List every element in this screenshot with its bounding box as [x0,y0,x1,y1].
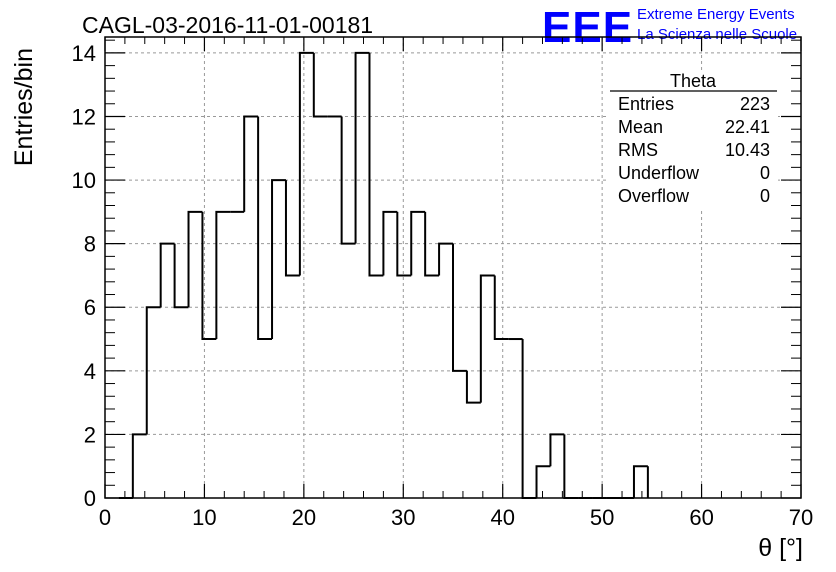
histogram-bin [535,465,551,498]
histogram-bin [298,51,314,276]
eee-logo-line2: La Scienza nelle Scuole [637,26,797,43]
histogram-bin [521,339,537,499]
stats-row-label: RMS [618,140,658,160]
histogram-bin [452,243,467,372]
y-tick-label: 10 [72,168,96,193]
x-tick-label: 10 [192,505,216,530]
histogram-bin [354,51,370,244]
histogram-bin [340,116,356,245]
chart-title: CAGL-03-2016-11-01-00181 [82,12,373,38]
y-tick-label: 2 [84,422,96,447]
histogram-bin [396,211,412,277]
histogram-bin [632,465,648,498]
histogram-bin [257,116,273,341]
histogram-bin [173,243,189,309]
y-tick-label: 0 [84,486,96,511]
histogram-bin [215,210,231,340]
histogram-bin [312,52,328,118]
histogram-bin [284,180,300,277]
histogram-bin [410,210,426,276]
eee-logo: EEE Extreme Energy Events La Scienza nel… [542,3,797,52]
stats-row-label: Overflow [618,186,690,206]
histogram-bin [243,115,259,212]
histogram-bin [131,433,147,498]
stats-row-value: 223 [740,94,770,114]
histogram-bin [493,275,509,341]
x-tick-label: 0 [99,505,111,530]
histogram-bin [159,242,175,308]
histogram-bin [201,211,217,341]
eee-logo-mark: EEE [542,3,633,52]
stats-box-title: Theta [670,71,717,91]
histogram-bin [271,179,286,340]
x-tick-label: 60 [689,505,713,530]
stats-rows: Entries 223 Mean 22.41 RMS 10.43 Underflow 0 Ove… [618,94,770,206]
x-tick-label: 50 [590,505,614,530]
histogram-bin [368,52,384,277]
x-tick-label: 70 [789,505,813,530]
y-tick-label: 4 [84,359,96,384]
x-tick-label: 40 [490,505,514,530]
stats-row-value: 0 [760,186,770,206]
y-tick-label: 14 [72,41,96,66]
y-axis-title: Entries/bin [10,48,38,166]
stats-row-value: 10.43 [725,140,770,160]
stats-row-label: Mean [618,117,663,137]
stats-row-value: 0 [760,163,770,183]
histogram-bins [118,51,649,499]
histogram-bin [187,210,203,308]
stats-row-value: 22.41 [725,117,770,137]
histogram-bin [479,274,495,403]
y-tick-labels: 0 2 4 6 8 10 12 14 [72,41,96,511]
histogram-bin [438,242,453,276]
histogram-bin [424,211,440,277]
axis-ticks [104,37,802,499]
stats-box-background [608,72,778,210]
x-axis-title: θ [°] [758,534,803,562]
x-tick-label: 30 [391,505,415,530]
stats-row-label: Entries [618,94,674,114]
plot-frame [104,36,802,499]
histogram-bin [549,433,565,467]
y-tick-label: 6 [84,295,96,320]
histogram-bin [563,434,579,499]
y-tick-label: 8 [84,232,96,257]
x-tick-labels: 0 10 20 30 40 50 60 70 [99,505,813,530]
stats-box: Theta Entries 223 Mean 22.41 RMS 10.43 Underfl… [608,71,778,210]
histogram-bin [145,306,161,435]
y-tick-label: 12 [72,104,96,129]
stats-row-label: Underflow [618,163,700,183]
histogram-bin [382,210,398,276]
histogram-bin [465,370,481,404]
x-tick-label: 20 [292,505,316,530]
eee-logo-line1: Extreme Energy Events [637,6,795,23]
